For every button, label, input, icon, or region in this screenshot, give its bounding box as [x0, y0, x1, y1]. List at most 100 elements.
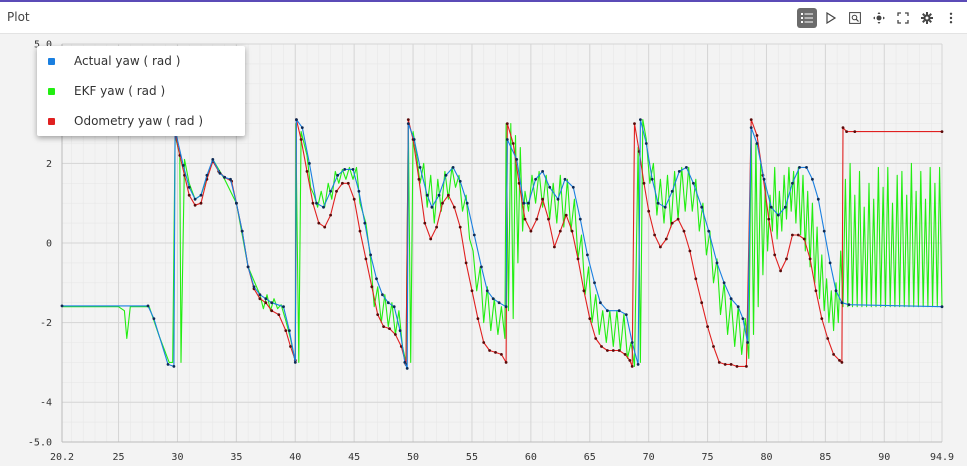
data-point-odometry	[193, 203, 197, 207]
data-point-odometry	[700, 301, 704, 305]
data-point-actual	[240, 229, 244, 233]
data-point-odometry	[482, 341, 486, 344]
y-tick-label: -2	[40, 318, 52, 329]
data-point-odometry	[706, 325, 709, 328]
data-point-actual	[700, 205, 704, 209]
data-point-odometry	[423, 221, 427, 225]
data-point-actual	[444, 173, 448, 177]
data-point-odometry	[488, 349, 491, 352]
data-point-odometry	[458, 225, 462, 229]
x-tick-label: 60	[525, 452, 537, 463]
data-point-odometry	[505, 122, 509, 125]
data-point-actual	[392, 305, 396, 309]
data-point-odometry	[476, 317, 480, 320]
data-point-actual	[636, 363, 640, 366]
data-point-odometry	[388, 327, 391, 330]
zoom-button[interactable]	[845, 8, 865, 28]
data-point-odometry	[277, 313, 281, 316]
data-point-actual	[315, 201, 318, 205]
x-tick-label: 35	[230, 452, 242, 463]
data-point-odometry	[600, 345, 603, 348]
data-point-actual	[211, 158, 215, 161]
data-point-odometry	[611, 349, 615, 352]
data-point-odometry	[745, 365, 748, 368]
data-point-odometry	[729, 363, 733, 366]
more-button[interactable]	[941, 8, 961, 28]
data-point-actual	[840, 301, 844, 305]
x-tick-label: 45	[348, 452, 360, 463]
axes: 20.2 25 30 35 40 45 50 55 60 65 70 75 80 85 90 94.9 5.0 2…	[28, 40, 954, 464]
data-point-actual	[363, 221, 367, 225]
data-point-odometry	[270, 309, 274, 313]
data-point-actual	[403, 361, 407, 364]
data-point-actual	[586, 253, 589, 257]
data-point-actual	[166, 363, 170, 366]
data-point-actual	[187, 185, 191, 189]
y-tick-label: 2	[46, 159, 52, 170]
data-point-odometry	[394, 333, 397, 336]
play-button[interactable]	[821, 8, 841, 28]
data-point-actual	[172, 365, 176, 368]
data-point-odometry	[802, 237, 806, 241]
legend[interactable]: Actual yaw ( rad ) EKF yaw ( rad ) Odome…	[37, 46, 245, 136]
settings-button[interactable]	[917, 8, 937, 28]
data-point-odometry	[845, 130, 848, 133]
zoom-icon	[849, 12, 861, 24]
data-point-actual	[406, 122, 410, 125]
data-point-odometry	[617, 349, 621, 352]
data-point-actual	[541, 170, 544, 173]
plot-area[interactable]: 20.2 25 30 35 40 45 50 55 60 65 70 75 80 85 90 94.9 5.0 2…	[0, 34, 967, 466]
data-point-odometry	[576, 257, 580, 261]
x-tick-label: 90	[878, 452, 890, 463]
data-point-odometry	[796, 233, 800, 237]
x-tick-label: 94.9	[930, 452, 954, 463]
data-point-actual	[578, 217, 582, 221]
x-tick-label: 70	[643, 452, 655, 463]
data-point-odometry	[841, 126, 845, 129]
data-point-actual	[295, 118, 298, 121]
data-point-odometry	[547, 217, 550, 221]
pan-button[interactable]	[869, 8, 889, 28]
legend-item-odometry-yaw[interactable]: Odometry yaw ( rad )	[48, 112, 203, 130]
data-point-actual	[497, 301, 501, 305]
data-point-actual	[630, 341, 634, 344]
data-point-actual	[357, 189, 361, 193]
data-point-actual	[218, 171, 222, 175]
data-point-actual	[282, 305, 285, 309]
data-point-odometry	[767, 217, 771, 221]
data-point-odometry	[791, 233, 794, 237]
data-point-actual	[593, 281, 596, 285]
data-point-actual	[472, 233, 476, 237]
data-point-odometry	[504, 361, 508, 364]
data-point-actual	[692, 181, 695, 185]
legend-toggle-button[interactable]	[797, 8, 817, 28]
data-point-odometry	[588, 317, 592, 320]
data-point-actual	[755, 142, 759, 145]
panel-header: Plot	[0, 2, 967, 34]
x-tick-label: 85	[819, 452, 831, 463]
data-point-actual	[437, 193, 441, 197]
data-point-odometry	[346, 181, 350, 185]
data-point-odometry	[323, 225, 327, 229]
data-point-odometry	[940, 130, 944, 133]
data-point-odometry	[523, 217, 527, 221]
data-point-actual	[563, 177, 567, 181]
data-point-actual	[798, 166, 801, 169]
legend-item-ekf-yaw[interactable]: EKF yaw ( rad )	[48, 82, 165, 100]
data-point-actual	[746, 341, 749, 344]
fullscreen-button[interactable]	[893, 8, 913, 28]
data-point-actual	[451, 166, 455, 169]
data-point-actual	[527, 201, 530, 205]
data-point-actual	[722, 281, 726, 285]
x-tick-label: 80	[760, 452, 772, 463]
data-point-actual	[398, 329, 402, 332]
data-point-actual	[343, 168, 347, 171]
data-point-actual	[412, 138, 416, 141]
data-point-actual	[707, 229, 711, 233]
legend-item-actual-yaw[interactable]: Actual yaw ( rad )	[48, 52, 180, 70]
data-point-actual	[381, 293, 384, 297]
data-point-odometry	[199, 201, 203, 205]
data-point-odometry	[623, 353, 627, 356]
data-point-actual	[205, 173, 209, 177]
data-point-actual	[822, 229, 826, 233]
